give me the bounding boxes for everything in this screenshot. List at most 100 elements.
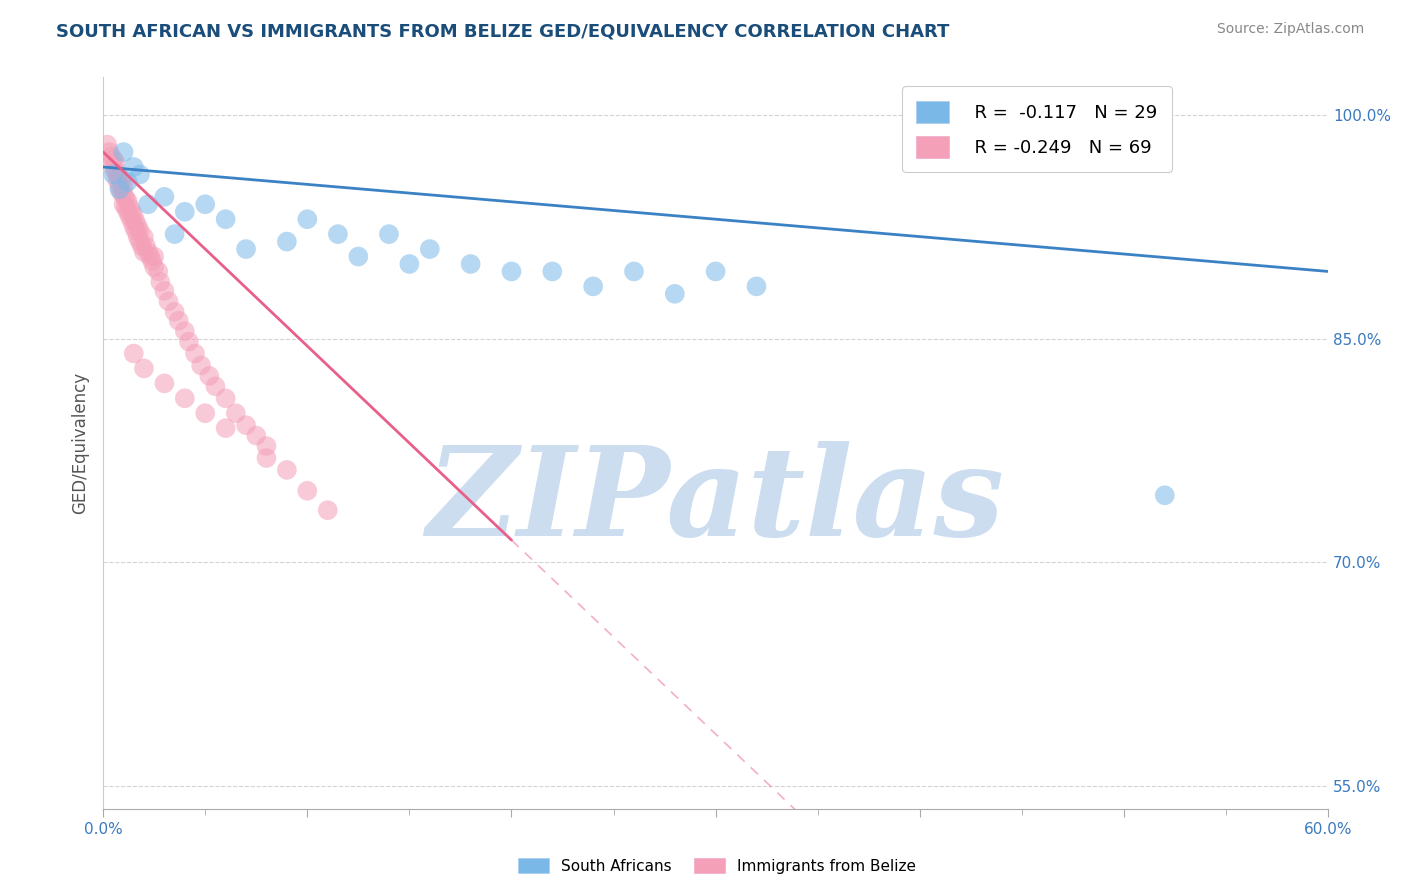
Point bbox=[143, 250, 166, 264]
Legend:   R =  -0.117   N = 29,   R = -0.249   N = 69: R = -0.117 N = 29, R = -0.249 N = 69 bbox=[903, 87, 1173, 172]
Point bbox=[194, 197, 217, 211]
Point bbox=[128, 235, 150, 249]
Point bbox=[256, 439, 278, 453]
Point bbox=[128, 224, 150, 238]
Point bbox=[276, 235, 298, 249]
Point bbox=[256, 450, 278, 465]
Point bbox=[112, 188, 135, 202]
Text: ZIPatlas: ZIPatlas bbox=[426, 441, 1005, 562]
Point bbox=[157, 294, 180, 309]
Point bbox=[173, 324, 195, 338]
Point bbox=[98, 145, 121, 159]
Point bbox=[108, 182, 131, 196]
Point bbox=[139, 250, 162, 264]
Point bbox=[132, 230, 155, 244]
Point bbox=[297, 483, 319, 498]
Legend: South Africans, Immigrants from Belize: South Africans, Immigrants from Belize bbox=[512, 852, 922, 880]
Point bbox=[153, 190, 176, 204]
Point bbox=[148, 264, 170, 278]
Point bbox=[128, 168, 150, 182]
Point bbox=[704, 264, 727, 278]
Point bbox=[104, 155, 127, 169]
Point bbox=[122, 160, 145, 174]
Point bbox=[117, 204, 139, 219]
Point bbox=[501, 264, 523, 278]
Point bbox=[112, 197, 135, 211]
Point bbox=[316, 503, 339, 517]
Point bbox=[378, 227, 401, 241]
Point bbox=[108, 170, 131, 185]
Point bbox=[125, 224, 148, 238]
Point bbox=[114, 191, 136, 205]
Point bbox=[110, 186, 132, 200]
Point bbox=[173, 204, 195, 219]
Point bbox=[235, 418, 257, 433]
Point bbox=[177, 334, 200, 349]
Text: SOUTH AFRICAN VS IMMIGRANTS FROM BELIZE GED/EQUIVALENCY CORRELATION CHART: SOUTH AFRICAN VS IMMIGRANTS FROM BELIZE … bbox=[56, 22, 949, 40]
Point bbox=[108, 179, 131, 194]
Point bbox=[122, 219, 145, 234]
Point bbox=[419, 242, 441, 256]
Point bbox=[103, 168, 125, 182]
Point bbox=[541, 264, 564, 278]
Point bbox=[107, 173, 129, 187]
Point bbox=[623, 264, 645, 278]
Point bbox=[745, 279, 768, 293]
Point bbox=[118, 200, 141, 214]
Point bbox=[107, 168, 129, 182]
Point bbox=[135, 239, 157, 253]
Point bbox=[96, 137, 118, 152]
Point bbox=[326, 227, 349, 241]
Point bbox=[121, 204, 143, 219]
Point bbox=[347, 250, 370, 264]
Point bbox=[184, 346, 207, 360]
Point bbox=[190, 359, 212, 373]
Point bbox=[163, 227, 186, 241]
Point bbox=[110, 175, 132, 189]
Point bbox=[214, 212, 236, 227]
Point bbox=[153, 284, 176, 298]
Point bbox=[117, 194, 139, 209]
Point bbox=[398, 838, 420, 853]
Point bbox=[122, 209, 145, 223]
Point bbox=[131, 239, 153, 253]
Point bbox=[214, 421, 236, 435]
Point bbox=[103, 160, 125, 174]
Point bbox=[664, 286, 686, 301]
Point bbox=[103, 153, 125, 167]
Point bbox=[112, 179, 135, 194]
Point bbox=[225, 406, 247, 420]
Text: Source: ZipAtlas.com: Source: ZipAtlas.com bbox=[1216, 22, 1364, 37]
Point bbox=[118, 209, 141, 223]
Point bbox=[114, 200, 136, 214]
Point bbox=[112, 145, 135, 159]
Point bbox=[398, 257, 420, 271]
Point bbox=[132, 361, 155, 376]
Point bbox=[582, 279, 605, 293]
Point bbox=[194, 406, 217, 420]
Point bbox=[163, 304, 186, 318]
Point bbox=[100, 149, 122, 163]
Point bbox=[214, 392, 236, 406]
Point bbox=[117, 175, 139, 189]
Point bbox=[167, 314, 190, 328]
Point bbox=[104, 164, 127, 178]
Point bbox=[143, 260, 166, 274]
Point bbox=[141, 254, 163, 268]
Point bbox=[153, 376, 176, 391]
Point bbox=[136, 197, 159, 211]
Point bbox=[149, 275, 172, 289]
Point bbox=[121, 213, 143, 227]
Point bbox=[1153, 488, 1175, 502]
Point bbox=[204, 379, 226, 393]
Point bbox=[460, 257, 482, 271]
Point bbox=[122, 346, 145, 360]
Point bbox=[132, 245, 155, 260]
Point bbox=[235, 242, 257, 256]
Point bbox=[127, 230, 149, 244]
Point bbox=[173, 392, 195, 406]
Point bbox=[136, 245, 159, 260]
Y-axis label: GED/Equivalency: GED/Equivalency bbox=[72, 372, 89, 514]
Point bbox=[297, 212, 319, 227]
Point bbox=[127, 219, 149, 234]
